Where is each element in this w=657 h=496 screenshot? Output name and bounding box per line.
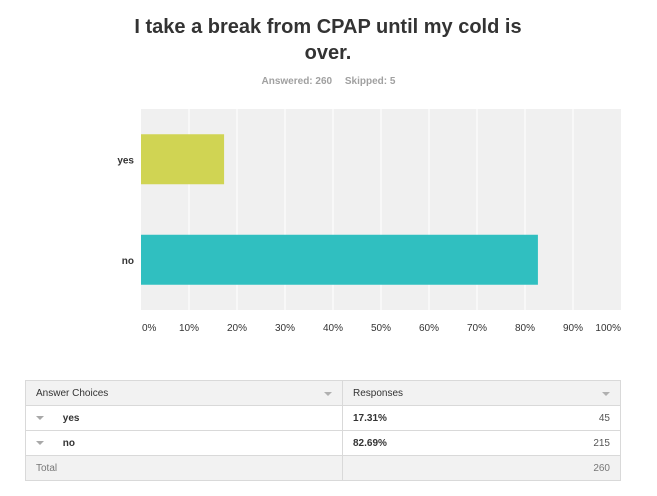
x-tick-label: 10% [179, 323, 199, 334]
table-row: no 82.69% 215 [25, 430, 621, 456]
bar-chart: yes no 0% 10% 20% 30% 40% 50% 60% 70% 80% 90% 100% [117, 109, 621, 334]
total-count: 260 [593, 462, 610, 474]
x-tick-label: 60% [419, 323, 439, 334]
response-stats: Answered: 260 Skipped: 5 [0, 76, 657, 87]
responses-header[interactable]: Responses [342, 380, 621, 406]
response-count: 215 [593, 437, 610, 449]
total-label: Total [25, 455, 343, 481]
y-category-label: no [122, 256, 134, 267]
x-tick-label: 70% [467, 323, 487, 334]
table-header-row: Answer Choices Responses [25, 380, 621, 406]
expand-arrow-icon[interactable] [36, 415, 44, 420]
bar-no[interactable] [141, 234, 538, 285]
responses-table: Answer Choices Responses yes 17.31% 45 n… [25, 380, 621, 481]
response-count: 45 [598, 412, 610, 424]
table-row: yes 17.31% 45 [25, 405, 621, 431]
expand-arrow-icon[interactable] [36, 440, 44, 445]
choice-label: yes [62, 412, 80, 424]
x-tick-label: 40% [323, 323, 343, 334]
sort-arrow-icon[interactable] [602, 392, 610, 396]
bar-yes[interactable] [141, 134, 225, 185]
total-row: Total 260 [25, 455, 621, 481]
x-tick-label: 90% [563, 323, 583, 334]
response-cell: 82.69% 215 [342, 430, 621, 456]
x-tick-label: 20% [227, 323, 247, 334]
response-percent: 82.69% [353, 437, 387, 449]
x-tick-label: 0% [142, 323, 157, 334]
answer-choices-header[interactable]: Answer Choices [25, 380, 343, 406]
x-tick-label: 80% [515, 323, 535, 334]
sort-arrow-icon[interactable] [324, 392, 332, 396]
response-percent: 17.31% [353, 412, 387, 424]
skipped-count: Skipped: 5 [344, 76, 396, 87]
x-tick-label: 30% [275, 323, 295, 334]
total-cell: 260 [342, 455, 621, 481]
answer-choice-cell: no [25, 430, 343, 456]
response-cell: 17.31% 45 [342, 405, 621, 431]
choice-label: no [62, 437, 75, 449]
y-category-label: yes [117, 155, 134, 166]
answer-choice-cell: yes [25, 405, 343, 431]
x-tick-label: 50% [371, 323, 391, 334]
question-title: I take a break from CPAP until my cold i… [134, 16, 522, 64]
answered-count: Answered: 260 [261, 76, 333, 87]
x-tick-label: 100% [595, 323, 621, 334]
